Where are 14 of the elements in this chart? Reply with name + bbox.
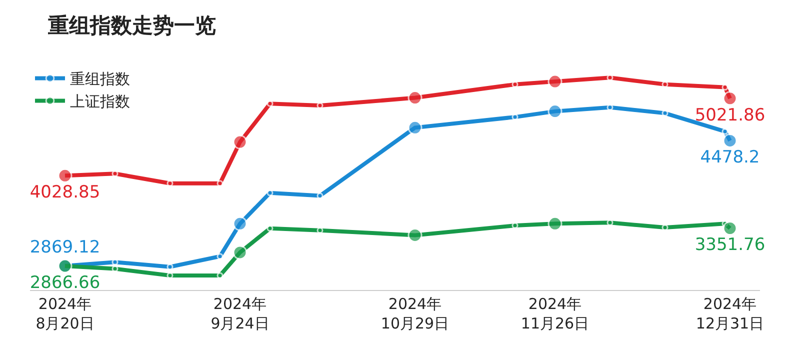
chart-title: 重组指数走势一览 xyxy=(47,14,216,38)
x-tick-label: 2024年 12月31日 xyxy=(696,295,764,332)
x-tick-label: 2024年 9月24日 xyxy=(210,295,270,332)
data-label: 2869.12 xyxy=(30,237,100,258)
data-label: 2866.66 xyxy=(30,272,100,293)
x-tick-label: 2024年 8月20日 xyxy=(36,295,94,332)
x-tick-label: 2024年 10月29日 xyxy=(380,295,450,332)
legend-label: 上证指数 xyxy=(70,92,130,111)
data-label: 4478.2 xyxy=(700,148,760,168)
legend-label: 重组指数 xyxy=(70,70,130,88)
data-label: 4028.85 xyxy=(30,182,100,203)
x-tick-label: 2024年 11月26日 xyxy=(520,295,590,332)
data-label: 5021.86 xyxy=(694,105,766,126)
data-label: 3351.76 xyxy=(694,235,766,256)
